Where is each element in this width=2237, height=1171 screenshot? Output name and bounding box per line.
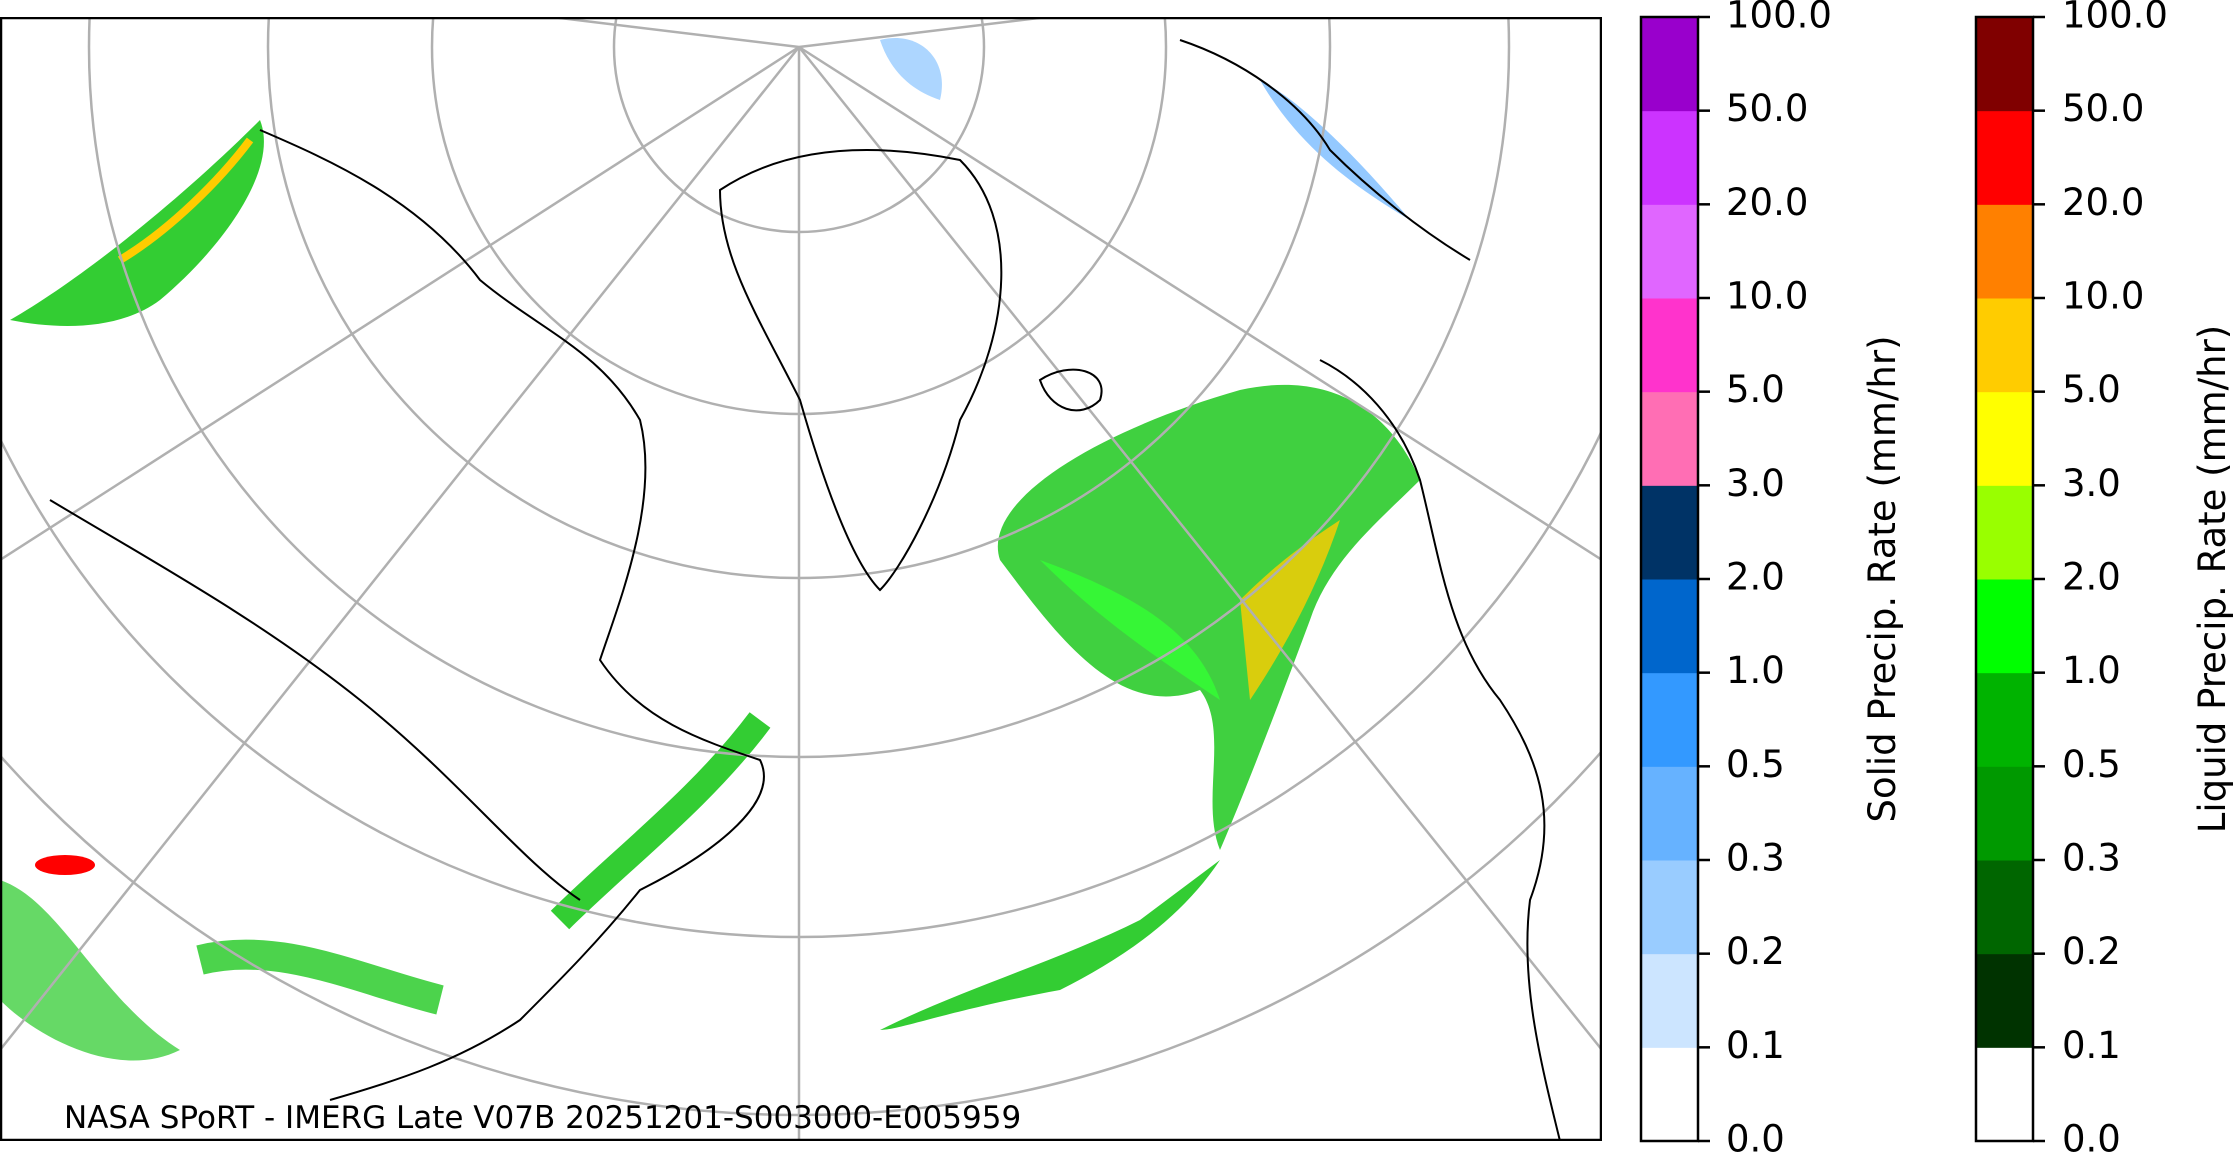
tick-label: 0.1 <box>1726 1024 1785 1067</box>
colorbar-label: Liquid Precip. Rate (mm/hr) <box>2191 325 2234 834</box>
color-swatch <box>1641 953 1698 1048</box>
tick-label: 100.0 <box>1726 0 1832 37</box>
colorbar: 0.0 0.1 0.2 0.3 0.5 1.0 2.0 3.0 5.0 10.0 20.0 50.0 1… <box>1639 0 1904 1161</box>
tick-label: 2.0 <box>1726 556 1785 599</box>
tick-label: 50.0 <box>1726 87 1808 130</box>
color-swatch <box>1976 17 2033 112</box>
color-swatch <box>1641 17 1698 112</box>
tick-label: 0.0 <box>2062 1118 2121 1161</box>
tick-label: 1.0 <box>2062 649 2121 692</box>
color-swatch <box>1976 110 2033 205</box>
graticule <box>0 17 1602 1141</box>
color-swatch <box>1976 298 2033 393</box>
tick-label: 10.0 <box>1726 275 1808 318</box>
tick-label: 0.0 <box>1726 1118 1785 1161</box>
colorbar-label: Solid Precip. Rate (mm/hr) <box>1861 335 1904 822</box>
color-swatch <box>1976 204 2033 299</box>
color-swatch <box>1641 672 1698 767</box>
precipitation <box>0 38 1420 1061</box>
color-swatch <box>1641 391 1698 486</box>
tick-label: 0.3 <box>2062 837 2121 880</box>
tick-label: 2.0 <box>2062 556 2121 599</box>
color-swatch <box>1976 1047 2033 1142</box>
credit: NASA SPoRT - IMERG Late V07B 20251201-S0… <box>64 1100 1021 1136</box>
tick-label: 0.3 <box>1726 837 1785 880</box>
tick-label: 0.2 <box>2062 930 2121 973</box>
color-swatch <box>1641 579 1698 674</box>
color-swatch <box>1641 1047 1698 1142</box>
coastlines <box>49 39 1561 1141</box>
tick-label: 10.0 <box>2062 275 2144 318</box>
tick-label: 0.5 <box>1726 743 1785 786</box>
tick-label: 5.0 <box>2062 368 2121 411</box>
colorbar: 0.0 0.1 0.2 0.3 0.5 1.0 2.0 3.0 5.0 10.0 20.0 50.0 1… <box>1974 0 2234 1161</box>
color-swatch <box>1641 204 1698 299</box>
color-swatch <box>1641 485 1698 580</box>
color-swatch <box>1976 672 2033 767</box>
color-swatch <box>1976 391 2033 486</box>
tick-label: 20.0 <box>1726 181 1808 224</box>
color-swatch <box>1976 953 2033 1048</box>
color-swatch <box>1976 485 2033 580</box>
tick-label: 5.0 <box>1726 368 1785 411</box>
color-swatch <box>1641 110 1698 205</box>
color-swatch <box>1641 860 1698 955</box>
tick-label: 50.0 <box>2062 87 2144 130</box>
tick-label: 0.5 <box>2062 743 2121 786</box>
tick-label: 20.0 <box>2062 181 2144 224</box>
color-swatch <box>1976 579 2033 674</box>
tick-label: 0.2 <box>1726 930 1785 973</box>
color-swatch <box>1641 298 1698 393</box>
map: NASA SPoRT - IMERG Late V07B 20251201-S0… <box>0 17 1602 1141</box>
tick-label: 1.0 <box>1726 649 1785 692</box>
tick-label: 3.0 <box>2062 462 2121 505</box>
tick-label: 100.0 <box>2062 0 2168 37</box>
color-swatch <box>1976 766 2033 861</box>
tick-label: 0.1 <box>2062 1024 2121 1067</box>
color-swatch <box>1976 860 2033 955</box>
color-swatch <box>1641 766 1698 861</box>
tick-label: 3.0 <box>1726 462 1785 505</box>
